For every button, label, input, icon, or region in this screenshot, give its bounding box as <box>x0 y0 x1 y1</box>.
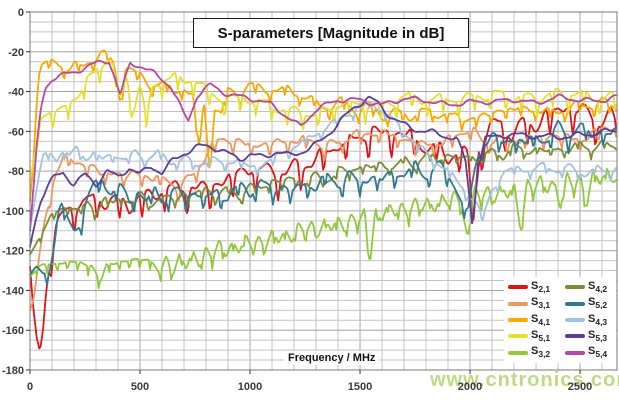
series-curve-S3-2 <box>29 167 617 290</box>
legend-label: S2,1 <box>531 279 551 295</box>
y-tick-label: 0 <box>18 7 24 19</box>
legend-label: S5,1 <box>531 329 551 344</box>
watermark: www.cntronics.com <box>430 369 619 391</box>
plot-frame <box>29 11 618 371</box>
y-tick-label: -120 <box>2 246 24 258</box>
legend-swatch <box>508 301 528 306</box>
legend-label: S4,2 <box>588 279 608 295</box>
y-tick-label: -180 <box>2 365 24 377</box>
x-tick-label: 0 <box>27 381 33 393</box>
legend-item-S4-2: S4,2 <box>565 279 616 295</box>
chart-title: S-parameters [Magnitude in dB] <box>217 24 445 42</box>
series-curve-S5-1 <box>29 60 617 182</box>
legend-label: S3,2 <box>531 345 551 360</box>
legend-swatch <box>565 334 585 339</box>
series-curve-S2-1 <box>29 102 617 350</box>
legend-item-S3-1: S3,1 <box>508 295 559 311</box>
x-tick-label: 1500 <box>348 381 372 393</box>
legend: S2,1 S3,1 S4,1 S5,1 S3,2 S4,2 S5,2 S4,3 S5,3 S5,4 <box>504 277 616 363</box>
legend-swatch <box>565 285 585 290</box>
legend-label: S5,4 <box>588 345 608 360</box>
x-axis-label: Frequency / MHz <box>284 351 380 365</box>
legend-label: S5,2 <box>588 296 608 311</box>
series-curve-S5-3 <box>29 95 617 248</box>
legend-label: S3,1 <box>531 296 551 311</box>
legend-item-S5-3: S5,3 <box>565 328 616 344</box>
y-tick-label: -20 <box>8 47 24 59</box>
x-tick-label: 2500 <box>568 381 592 393</box>
legend-label: S4,3 <box>588 312 608 327</box>
legend-swatch <box>565 350 585 355</box>
legend-item-S3-2: S3,2 <box>508 345 559 361</box>
y-tick-label: -60 <box>8 126 24 138</box>
legend-item-S2-1: S2,1 <box>508 279 559 295</box>
legend-swatch <box>508 317 528 322</box>
legend-item-S5-4: S5,4 <box>565 345 616 361</box>
legend-swatch <box>508 334 528 339</box>
y-tick-label: -100 <box>2 206 24 218</box>
legend-swatch <box>508 285 528 290</box>
legend-swatch <box>565 317 585 322</box>
x-tick-label: 1000 <box>238 381 262 393</box>
legend-label: S4,1 <box>531 312 551 327</box>
y-tick-label: -40 <box>8 87 24 99</box>
chart-title-box: S-parameters [Magnitude in dB] <box>193 18 469 48</box>
axis-tick-labels: 0 500 1000 1500 2000 2500 0 -20 -40 -60 -80 -100 -12… <box>2 7 592 393</box>
y-tick-label: -160 <box>2 325 24 337</box>
legend-swatch <box>565 301 585 306</box>
y-tick-label: -80 <box>8 166 24 178</box>
legend-item-S4-1: S4,1 <box>508 312 559 328</box>
axis-ticks <box>26 11 581 374</box>
legend-label: S5,3 <box>588 329 608 344</box>
y-tick-label: -140 <box>2 285 24 297</box>
series-curve-S4-3 <box>29 100 617 228</box>
legend-item-S4-3: S4,3 <box>565 312 616 328</box>
series-curves <box>29 49 617 350</box>
legend-item-S5-1: S5,1 <box>508 328 559 344</box>
series-curve-S5-2 <box>29 119 617 286</box>
legend-item-S5-2: S5,2 <box>565 295 616 311</box>
legend-swatch <box>508 350 528 355</box>
x-tick-label: 2000 <box>458 381 482 393</box>
x-tick-label: 500 <box>131 381 149 393</box>
series-curve-S5-4 <box>29 59 617 232</box>
